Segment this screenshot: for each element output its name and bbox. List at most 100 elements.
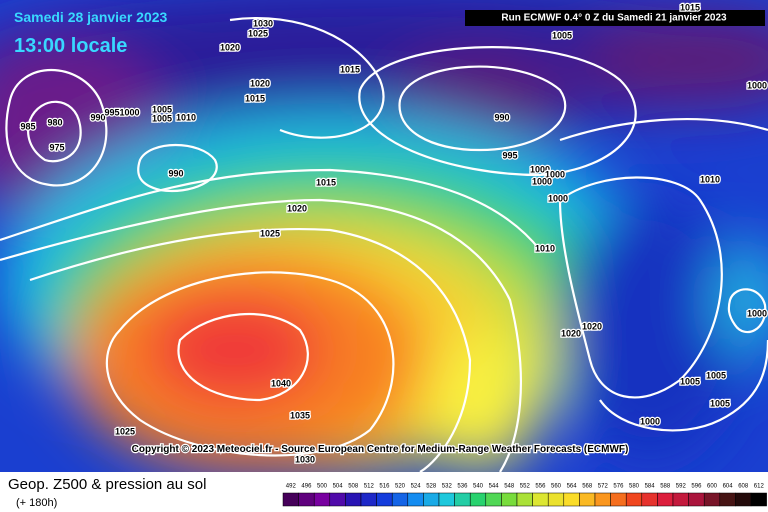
isobar-label: 1000: [545, 169, 565, 179]
colorbar-tick-label: 580: [629, 484, 640, 490]
colorbar-tick-label: 548: [504, 484, 515, 490]
colorbar-cell: [376, 492, 393, 507]
colorbar-tick-label: 604: [723, 484, 734, 490]
colorbar-cell: [735, 492, 752, 507]
footer-title: Geop. Z500 & pression au sol: [8, 476, 206, 493]
colorbar-cell: [438, 492, 455, 507]
colorbar-cell: [501, 492, 518, 507]
isobar-label: 9951000: [104, 107, 139, 117]
isobar-label: 1030: [253, 18, 273, 28]
colorbar-tick-label: 524: [411, 484, 422, 490]
isobar-label: 1010: [176, 112, 196, 122]
isobar-label: 1040: [271, 378, 291, 388]
isobar-label: 1005: [552, 30, 572, 40]
isobar-label: 1020: [250, 78, 270, 88]
run-info: Run ECMWF 0.4° 0 Z du Samedi 21 janvier …: [501, 13, 727, 24]
copyright: Copyright © 2023 Meteociel.fr - Source E…: [132, 444, 629, 455]
colorbar-cell: [641, 492, 658, 507]
isobar-label: 985: [20, 121, 35, 131]
colorbar-cell: [719, 492, 736, 507]
colorbar-cell: [563, 492, 580, 507]
colorbar-tick-label: 592: [676, 484, 687, 490]
isobar-label: 1000: [640, 416, 660, 426]
colorbar-tick-label: 500: [317, 484, 328, 490]
colorbar-cell: [298, 492, 315, 507]
colorbar-tick-label: 576: [613, 484, 624, 490]
colorbar-tick-label: 560: [551, 484, 562, 490]
isobar-label: 990: [168, 168, 183, 178]
colorbar-cell: [407, 492, 424, 507]
isobar-label: 1010: [700, 174, 720, 184]
colorbar-cell: [672, 492, 689, 507]
isobar-label: 990: [494, 112, 509, 122]
colorbar-cell: [282, 492, 299, 507]
isobar-label: 1020: [561, 328, 581, 338]
colorbar-cell: [329, 492, 346, 507]
isobar-label: 975: [49, 142, 64, 152]
colorbar-tick-label: 596: [691, 484, 702, 490]
colorbar-tick-label: 552: [520, 484, 531, 490]
colorbar-cell: [423, 492, 440, 507]
colorbar-cell: [594, 492, 611, 507]
colorbar-tick-label: 504: [333, 484, 344, 490]
colorbar-cell: [750, 492, 767, 507]
colorbar-cell: [532, 492, 549, 507]
colorbar-tick-label: 556: [535, 484, 546, 490]
colorbar-cell: [703, 492, 721, 507]
isobars: [0, 16, 768, 472]
footer-subtitle: (+ 180h): [16, 497, 57, 509]
isobar-label: 1015: [340, 64, 360, 74]
colorbar-cell: [485, 492, 502, 507]
isobar-label: 1005: [152, 113, 172, 123]
colorbar-cell: [313, 492, 331, 507]
colorbar-cell: [469, 492, 487, 507]
date: Samedi 28 janvier 2023: [14, 9, 168, 25]
colorbar-tick-label: 496: [301, 484, 312, 490]
colorbar-tick-label: 520: [395, 484, 406, 490]
colorbar-tick-label: 608: [738, 484, 749, 490]
colorbar-cell: [360, 492, 377, 507]
isobar-label: 1025: [248, 28, 268, 38]
isobar-label: 1005: [152, 104, 172, 114]
isobar-label: 1005: [706, 370, 726, 380]
colorbar-cell: [345, 492, 362, 507]
colorbar-tick-label: 584: [645, 484, 656, 490]
colorbar-tick-label: 540: [473, 484, 484, 490]
colorbar-tick-label: 492: [286, 484, 297, 490]
isobar-label: 990: [90, 112, 105, 122]
isobar-label: 1015: [316, 177, 336, 187]
colorbar-tick-label: 600: [707, 484, 718, 490]
isobar-label: 1035: [290, 410, 310, 420]
isobar-label: 1000: [747, 308, 767, 318]
colorbar-tick-label: 532: [442, 484, 453, 490]
isobar-label: 1010: [535, 243, 555, 253]
colorbar-tick-label: 572: [598, 484, 609, 490]
colorbar-tick-label: 568: [582, 484, 593, 490]
colorbar-cell: [610, 492, 627, 507]
isobar-label: 1030: [295, 454, 315, 464]
colorbar-cell: [657, 492, 674, 507]
isobar-label: 995: [502, 150, 517, 160]
colorbar-tick-label: 536: [457, 484, 468, 490]
colorbar-cell: [454, 492, 471, 507]
field: [0, 0, 768, 472]
colorbar-tick-label: 516: [379, 484, 390, 490]
isobar-label: 1005: [710, 398, 730, 408]
colorbar-tick-label: 544: [489, 484, 500, 490]
colorbar-cell: [688, 492, 705, 507]
colorbar-cell: [547, 492, 565, 507]
colorbar-cell: [516, 492, 533, 507]
isobar-label: 1025: [115, 426, 135, 436]
isobar-label: 980: [47, 117, 62, 127]
colorbar-tick-label: 528: [426, 484, 437, 490]
colorbar: 492 496 500 504 508 512 516 520 524 528 532 536 540 5…: [282, 484, 767, 507]
colorbar-cell: [391, 492, 409, 507]
isobar-label: 1000: [530, 164, 550, 174]
isobar-label: 1020: [582, 321, 602, 331]
run-box: [465, 10, 765, 26]
isobar-label: 1005: [680, 376, 700, 386]
isobar-label: 1000: [747, 80, 767, 90]
isobar-label: 1015: [680, 2, 700, 12]
time: 13:00 locale: [14, 35, 127, 57]
